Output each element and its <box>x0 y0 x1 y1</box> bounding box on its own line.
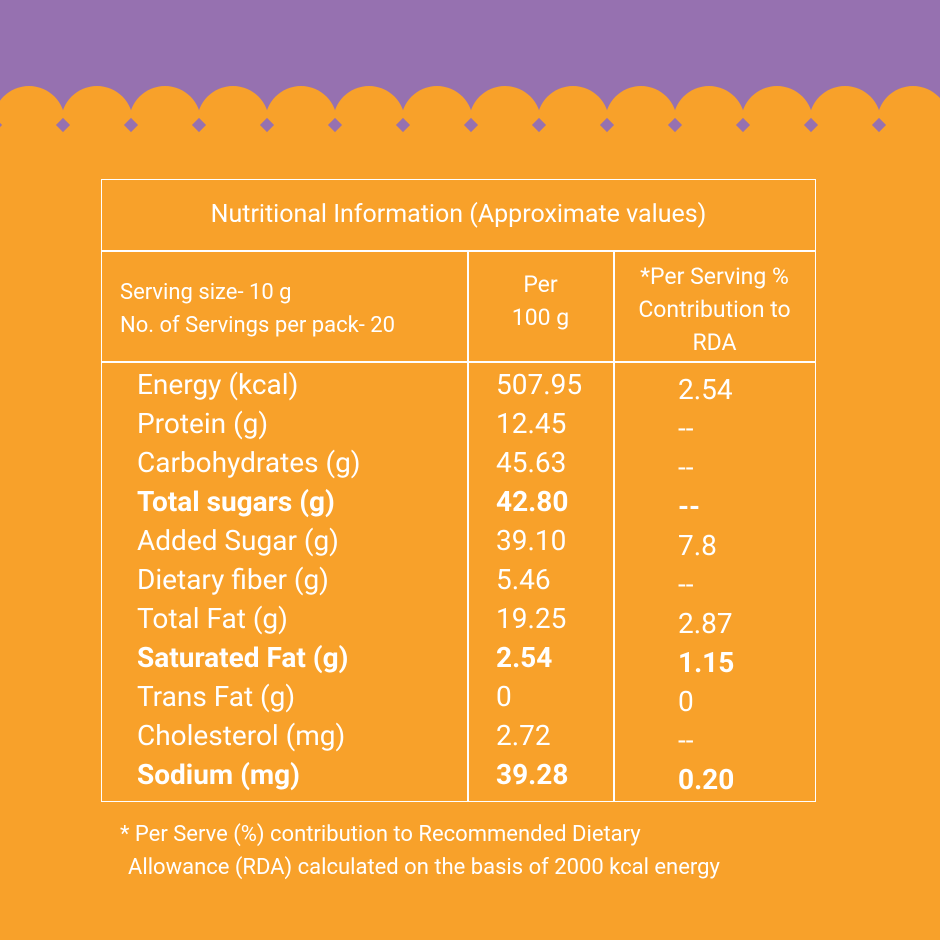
nutrient-name: Sodium (mg) <box>137 758 300 791</box>
per-100g-value: 0 <box>496 680 512 713</box>
diamond <box>395 117 411 133</box>
per-100g-value: 19.25 <box>496 602 567 635</box>
scallop <box>877 86 940 140</box>
nutrition-table: Nutritional Information (Approximate val… <box>101 179 816 802</box>
rda-value: 0.20 <box>678 763 735 796</box>
diamond <box>803 117 819 133</box>
diamond <box>463 117 479 133</box>
scallop <box>61 86 133 140</box>
per-100g-value: 42.80 <box>496 485 569 518</box>
rda-value: -- <box>678 724 694 757</box>
per-100g-value: 45.63 <box>496 446 567 479</box>
scallop <box>0 86 65 140</box>
scallop <box>469 86 541 140</box>
rda-value: 2.87 <box>678 607 733 640</box>
rda-value: 2.54 <box>678 373 733 406</box>
per-100g-value: 2.54 <box>496 641 553 674</box>
header-line: 100 g <box>511 304 570 331</box>
diamond <box>871 117 887 133</box>
rda-value: 1.15 <box>678 646 735 679</box>
nutrient-name: Total Fat (g) <box>137 602 288 635</box>
rda-value: 0 <box>678 685 694 718</box>
rda-header: *Per Serving % Contribution to RDA <box>614 260 815 359</box>
scallop <box>605 86 677 140</box>
nutrient-name: Cholesterol (mg) <box>137 719 346 752</box>
header-line: Serving size- 10 g <box>120 280 292 305</box>
per-100g-value: 39.10 <box>496 524 567 557</box>
nutrient-name: Dietary fiber (g) <box>137 563 329 596</box>
per-100g-value: 12.45 <box>496 407 567 440</box>
rule <box>102 250 815 252</box>
per-100g-value: 2.72 <box>496 719 551 752</box>
footnote: * Per Serve (%) contribution to Recommen… <box>120 818 720 884</box>
scallop <box>197 86 269 140</box>
scallop <box>673 86 745 140</box>
nutrient-name: Carbohydrates (g) <box>137 446 361 479</box>
scallop <box>741 86 813 140</box>
diamond <box>667 117 683 133</box>
serving-info: Serving size- 10 g No. of Servings per pa… <box>120 276 395 342</box>
header-line: *Per Serving % <box>640 263 789 290</box>
scallop <box>129 86 201 140</box>
scallop <box>809 86 881 140</box>
rda-value: -- <box>678 568 694 601</box>
nutrient-name: Saturated Fat (g) <box>137 641 349 674</box>
nutrient-name: Added Sugar (g) <box>137 524 339 557</box>
diamond <box>531 117 547 133</box>
per-100g-value: 507.95 <box>496 368 583 401</box>
nutrient-name: Total sugars (g) <box>137 485 335 518</box>
diamond <box>599 117 615 133</box>
header-line: Contribution to <box>638 296 791 323</box>
scallop <box>333 86 405 140</box>
per-100g-header: Per 100 g <box>468 268 613 334</box>
nutrient-name: Trans Fat (g) <box>137 680 296 713</box>
diamond <box>735 117 751 133</box>
table-title: Nutritional Information (Approximate val… <box>210 200 707 229</box>
header-line: No. of Servings per pack- 20 <box>120 313 396 338</box>
scallop <box>401 86 473 140</box>
scallop <box>265 86 337 140</box>
diamond <box>259 117 275 133</box>
header-line: RDA <box>692 329 737 356</box>
rda-value: 7.8 <box>678 529 717 562</box>
footnote-line: * Per Serve (%) contribution to Recommen… <box>120 822 641 847</box>
diamond <box>327 117 343 133</box>
footnote-line: Allowance (RDA) calculated on the basis … <box>128 855 720 880</box>
rda-value: -- <box>678 451 694 484</box>
rda-value: -- <box>678 490 701 523</box>
nutrient-name: Energy (kcal) <box>137 368 299 401</box>
scalloped-banner <box>0 0 940 140</box>
nutrient-name: Protein (g) <box>137 407 269 440</box>
rule <box>102 361 815 363</box>
scallop <box>537 86 609 140</box>
per-100g-value: 5.46 <box>496 563 551 596</box>
rda-value: -- <box>678 412 694 445</box>
per-100g-value: 39.28 <box>496 758 569 791</box>
rule <box>467 251 469 801</box>
rule <box>613 251 615 801</box>
header-line: Per <box>523 271 558 298</box>
